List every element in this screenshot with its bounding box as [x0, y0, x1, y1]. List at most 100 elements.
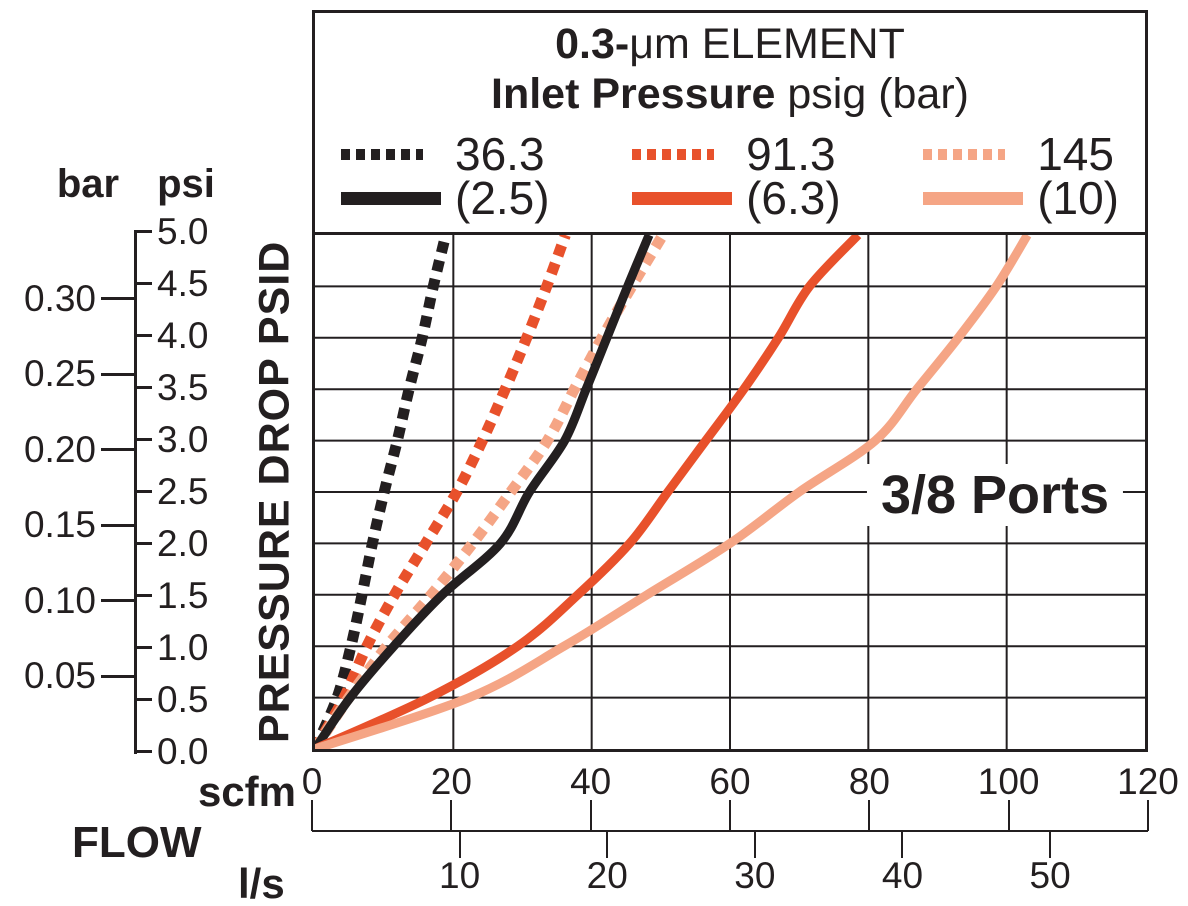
bar-tick	[101, 599, 135, 603]
bar-tick	[101, 372, 135, 376]
psi-tick	[134, 542, 152, 545]
psi-tick	[134, 750, 152, 753]
psi-tick	[134, 334, 152, 337]
curve-91.3-psig-solid	[315, 235, 862, 749]
legend-row-dotted: 91.3	[632, 128, 841, 180]
psi-tick-label: 0.5	[157, 678, 209, 720]
scfm-tick	[1147, 800, 1149, 831]
bar-tick	[101, 297, 135, 301]
scfm-tick-label: 40	[570, 761, 612, 802]
chart-title-rest: μm ELEMENT	[629, 20, 905, 68]
legend-box: 0.3-μm ELEMENT Inlet Pressure psig (bar)…	[312, 10, 1148, 232]
psi-tick	[134, 282, 152, 285]
legend-row-solid: (10)	[923, 172, 1119, 224]
chart-subtitle-rest: psig (bar)	[775, 70, 969, 118]
psi-tick	[134, 646, 152, 649]
bar-unit-header: bar	[56, 162, 120, 206]
legend-entry-36-psig: 36.3 (2.5)	[341, 128, 550, 224]
scfm-tick	[450, 800, 453, 831]
ls-tick-label: 10	[439, 855, 481, 896]
flow-axis-title: FLOW	[72, 818, 202, 867]
psi-tick	[134, 230, 152, 233]
legend-row-solid: (6.3)	[632, 172, 841, 224]
chart-subtitle: Inlet Pressure psig (bar)	[315, 69, 1145, 119]
bar-tick	[101, 523, 135, 527]
bar-tick-label: 0.15	[23, 504, 96, 546]
bar-tick-label: 0.10	[23, 579, 96, 621]
scfm-tick	[589, 800, 592, 831]
psi-tick	[134, 386, 152, 389]
legend-line-sample-dotted	[923, 148, 1006, 160]
legend-line-sample-solid	[632, 191, 733, 205]
ls-tick	[606, 832, 609, 858]
legend-entry-145-psig: 145 (10)	[923, 128, 1119, 224]
psi-tick	[134, 490, 152, 493]
legend-bar-value: (10)	[1037, 172, 1119, 224]
legend-bar-value: (6.3)	[746, 172, 841, 224]
psi-tick-label: 2.5	[157, 470, 209, 512]
ls-tick	[1049, 832, 1052, 858]
psi-tick-label: 3.5	[157, 366, 209, 408]
legend-psig-value: 91.3	[746, 128, 836, 180]
chart-title: 0.3-μm ELEMENT	[315, 19, 1145, 69]
psi-tick-label: 1.5	[157, 574, 209, 616]
legend-row-dotted: 36.3	[341, 128, 550, 180]
scfm-tick	[868, 800, 871, 831]
scfm-tick-label: 20	[430, 761, 472, 802]
psi-tick-label: 1.0	[157, 626, 209, 668]
legend-psig-value: 36.3	[455, 128, 545, 180]
legend-line-sample-dotted	[632, 148, 715, 160]
ls-tick-label: 50	[1029, 855, 1071, 896]
bar-tick-label: 0.25	[23, 353, 96, 395]
curve-36.3-psig-dotted	[315, 235, 452, 749]
legend-row-dotted: 145	[923, 128, 1119, 180]
legend-bar-value: (2.5)	[455, 172, 550, 224]
psi-unit-header: psi	[157, 162, 215, 206]
ls-tick	[753, 832, 756, 858]
plot-area: 3/8 Ports	[312, 232, 1148, 752]
legend-entry-91-psig: 91.3 (6.3)	[632, 128, 841, 224]
scfm-tick-label: 80	[848, 761, 890, 802]
chart-title-bold: 0.3-	[555, 20, 630, 68]
curve-145-psig-solid	[315, 235, 1032, 749]
curve-91.3-psig-dotted	[315, 235, 571, 749]
scfm-tick	[729, 800, 731, 831]
ls-tick-label: 40	[881, 855, 924, 896]
bar-tick	[101, 674, 135, 678]
scfm-tick-label: 100	[977, 761, 1040, 802]
ls-tick	[901, 832, 904, 858]
bar-tick-label: 0.30	[23, 277, 96, 319]
scfm-unit-label: scfm	[197, 768, 296, 815]
legend-line-sample-solid	[923, 191, 1024, 205]
ls-tick-label: 30	[734, 855, 776, 896]
psi-tick-label: 2.0	[157, 522, 209, 564]
scfm-tick-label: 60	[709, 761, 751, 802]
ls-tick	[458, 832, 461, 858]
psi-tick-label: 4.0	[157, 314, 209, 356]
scfm-tick-label: 120	[1117, 761, 1179, 802]
psi-tick	[134, 698, 152, 701]
ls-tick-label: 20	[586, 855, 628, 896]
psi-tick-label: 5.0	[157, 210, 209, 252]
psi-tick-label: 0.0	[157, 730, 209, 772]
scfm-tick	[311, 800, 313, 831]
legend: 36.3 (2.5) 91.3 (6.3)	[315, 128, 1145, 224]
psi-tick	[134, 594, 152, 597]
legend-row-solid: (2.5)	[341, 172, 550, 224]
legend-line-sample-dotted	[341, 148, 423, 160]
bar-tick-label: 0.05	[23, 655, 96, 697]
curve-36.3-psig-solid	[315, 235, 654, 749]
psi-tick-label: 4.5	[157, 262, 209, 304]
ls-axis-line	[312, 830, 1148, 832]
psi-tick	[134, 438, 152, 441]
scfm-tick-label: 0	[301, 761, 323, 802]
legend-line-sample-solid	[341, 191, 441, 205]
curves-canvas	[315, 235, 1145, 749]
bar-tick	[101, 448, 135, 452]
y-axis-title: PRESSURE DROP PSID	[250, 240, 299, 744]
ports-annotation: 3/8 Ports	[866, 464, 1124, 526]
legend-psig-value: 145	[1037, 128, 1114, 180]
psi-tick-label: 3.0	[157, 418, 209, 460]
chart-subtitle-bold: Inlet Pressure	[491, 70, 776, 118]
